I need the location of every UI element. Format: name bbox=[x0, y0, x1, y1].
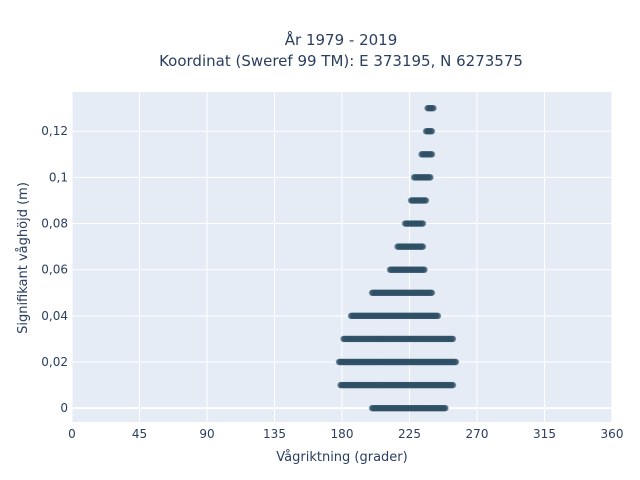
data-point bbox=[442, 404, 449, 412]
data-point bbox=[449, 335, 457, 343]
x-tick-label: 135 bbox=[263, 427, 286, 441]
y-tick-label: 0,06 bbox=[41, 263, 68, 277]
x-tick-label: 360 bbox=[601, 427, 624, 441]
y-tick-label: 0,04 bbox=[41, 309, 68, 323]
data-point bbox=[428, 151, 436, 158]
y-tick-labels: 0 0,02 0,04 0,06 0,08 0,1 0,12 bbox=[41, 124, 68, 415]
data-point bbox=[422, 197, 430, 204]
data-point bbox=[452, 358, 460, 366]
y-axis-title: Signifikant våghöjd (m) bbox=[16, 182, 31, 334]
x-tick-label: 90 bbox=[199, 427, 214, 441]
x-tick-label: 225 bbox=[398, 427, 421, 441]
x-tick-label: 45 bbox=[132, 427, 147, 441]
y-tick-label: 0,12 bbox=[41, 124, 68, 138]
x-tick-label: 270 bbox=[466, 427, 489, 441]
y-tick-label: 0,1 bbox=[49, 170, 68, 184]
data-point bbox=[449, 381, 457, 389]
data-point bbox=[419, 243, 427, 250]
y-tick-label: 0 bbox=[60, 401, 68, 415]
data-point bbox=[421, 266, 428, 273]
x-tick-label: 180 bbox=[331, 427, 354, 441]
chart-title-line2: Koordinat (Sweref 99 TM): E 373195, N 62… bbox=[159, 52, 523, 70]
x-tick-labels: 0 45 90 135 180 225 270 315 360 bbox=[68, 427, 623, 441]
data-point bbox=[419, 220, 427, 227]
x-tick-label: 0 bbox=[68, 427, 76, 441]
data-point bbox=[430, 104, 437, 112]
data-point bbox=[434, 312, 442, 320]
y-tick-label: 0,02 bbox=[41, 355, 68, 369]
data-point bbox=[428, 128, 436, 135]
x-axis-title: Vågriktning (grader) bbox=[276, 450, 407, 465]
data-point bbox=[428, 289, 436, 296]
chart-title-line1: År 1979 - 2019 bbox=[285, 30, 398, 49]
x-tick-label: 315 bbox=[533, 427, 556, 441]
data-point bbox=[427, 174, 434, 181]
y-tick-label: 0,08 bbox=[41, 217, 68, 231]
data-points bbox=[335, 104, 460, 412]
